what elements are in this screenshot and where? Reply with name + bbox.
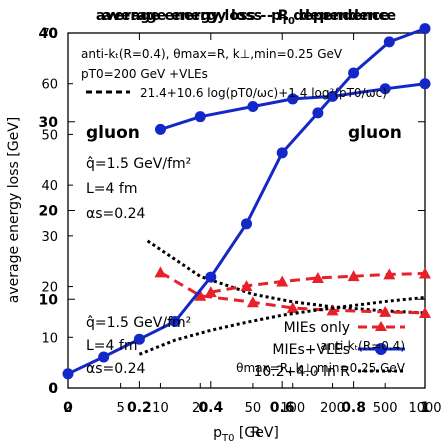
top-legend-blue: pT0=200 GeV +VLEs [81,67,208,81]
r-mies-vles-series-point [241,218,252,230]
legend-mies-vles-marker [375,343,387,355]
pt-mies-vles-series-point [379,83,391,95]
y-tick-label-pt: 40 [41,179,58,194]
r-mies-only-series-point [276,275,289,287]
top-legend-blue-label: pT0=200 GeV +VLEs [81,67,208,81]
x-tick-label-pt: 10 [152,401,169,416]
y-tick-label-r: 10 [39,292,59,308]
r-mies-vles-series-point [205,271,217,283]
r-mies-only-series-point [240,279,253,291]
r-mies-vles-series-point [98,351,110,363]
r-mies-only-series-point [347,270,360,282]
pt-mies-only-series-point [286,301,299,313]
series-layer [62,23,431,380]
left-param-qhat-bottom: q̂=1.5 GeV/fm² [86,315,191,331]
y-tick-label-pt: 10 [41,331,58,346]
gluon-label-right: gluon [348,123,402,143]
y-tick-label-r: 40 [39,26,59,42]
x-tick-label-r: 0.4 [198,400,223,416]
x-tick-label-pt: 100 [280,401,305,416]
gluon-label-left: gluon [86,123,140,143]
x-tick-label-r: 1 [420,400,430,416]
y-tick-label-r: 0 [48,381,58,397]
x-tick-label-r: 0.8 [341,400,366,416]
r-mies-vles-series-point [348,67,360,79]
chart-title-pt: average energy loss - pT0 dependence [96,8,396,27]
r-mies-vles-series-point [133,333,145,345]
x-axis-label-pt: pT0 [GeV] [213,425,279,444]
x-tick-label-pt: 200 [320,401,345,416]
top-legend-black-label: 21.4+10.6 log(pT0/ωc)+1.4 log²(pT0/ωc) [140,86,387,100]
y-tick-label-pt: 60 [41,78,58,93]
x-tick-label-pt: 50 [245,401,262,416]
pt-mies-vles-series-point [247,101,259,113]
overlay-param-jet: anti-kₜ(R=0.4) [320,339,405,353]
legend-fit-label: 10.2+4.0 ln R [253,364,350,380]
left-param-alpha-bottom: αs=0.24 [86,361,146,377]
left-params-top: q̂=1.5 GeV/fm² L=4 fm αs=0.24 [86,156,191,222]
chart-title-r: average energy loss - R dependence [102,8,389,24]
pt-mies-vles-series-point [154,123,166,135]
legend-mies-vles-label: MIEs+VLEs [272,342,350,358]
x-tick-label-pt: 20 [192,401,209,416]
left-param-l-top: L=4 fm [86,181,137,197]
left-params-bottom: q̂=1.5 GeV/fm² L=4 fm αs=0.24 [86,315,191,377]
y-tick-label-pt: 30 [41,230,58,245]
r-mies-vles-series-point [383,36,395,48]
y-axis-label: average energy loss [GeV] [6,117,22,303]
r-mies-only-series-point [204,286,217,298]
y-tick-label-pt: 50 [41,128,58,143]
x-tick-label-pt: 5 [116,401,124,416]
pt-mies-vles-series-point [194,111,206,123]
y-tick-label-r: 30 [39,115,59,131]
pt-mies-only-series-point [154,266,167,278]
r-mies-vles-series-point [419,23,431,35]
left-param-alpha-top: αs=0.24 [86,206,146,222]
r-mies-only-series-point [419,267,431,279]
x-axis-label-r: R [251,425,261,441]
r-mies-vles-series-point [312,107,324,119]
r-mies-vles-series-point [62,368,74,380]
left-param-l-bottom: L=4 fm [86,338,137,354]
top-jet-params: anti-kₜ(R=0.4), θmax=R, k⊥,min=0.25 GeV [81,47,343,61]
y-tick-label-r: 20 [39,204,59,220]
legend-mies-only-marker [375,321,387,331]
pt-mies-vles-series-point [287,93,299,105]
top-legend-black: 21.4+10.6 log(pT0/ωc)+1.4 log²(pT0/ωc) [86,86,387,100]
x-tick-label-r: 0.6 [270,400,295,416]
r-mies-vles-series-point [169,315,181,327]
pt-mies-only-series-point [194,289,207,301]
x-tick-label-r: 0.2 [127,400,152,416]
x-tick-label-pt: 2 [64,401,72,416]
r-mies-only-series-point [311,271,324,283]
pt-mies-only-series-point [419,306,431,318]
r-mies-vles-series-point [276,147,288,159]
pt-mies-only-series-point [246,296,259,308]
x-tick-label-pt: 500 [373,401,398,416]
legend-mies-only-label: MIEs only [284,320,350,336]
x-tick-label-r: 0 [63,400,73,416]
pt-mies-only-series-point [326,304,339,316]
r-fit-series-line [138,296,426,356]
pt-mies-only-series-point [379,305,392,317]
y-tick-label-pt: 0 [50,382,58,397]
y-tick-label-pt: 20 [41,281,58,296]
bottom-legend: MIEs only MIEs+VLEs 10.2+4.0 ln R [253,320,405,380]
left-param-qhat-top: q̂=1.5 GeV/fm² [86,156,191,172]
r-mies-only-series-point [383,268,396,280]
overlay-param-theta: θmax=R, k⊥,min=0.25 GeV [236,361,406,375]
y-tick-label-pt: 70 [41,27,58,42]
x-tick-label-pt: 1000 [408,401,441,416]
pt-mies-vles-series-point [419,78,431,90]
